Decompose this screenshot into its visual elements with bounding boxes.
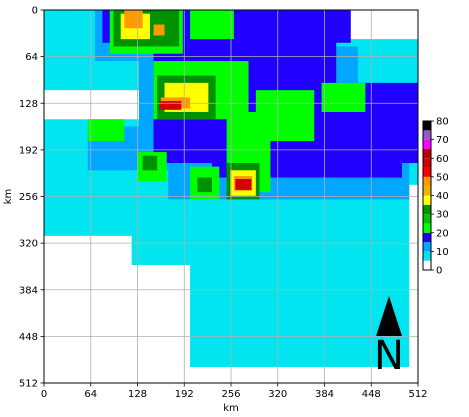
y-tick-label-5: 320	[19, 239, 38, 250]
y-tick-label-3: 192	[19, 145, 38, 156]
x-tick-label-7: 448	[362, 389, 381, 400]
heatmap-cell-24	[87, 119, 125, 142]
north-arrow-icon	[376, 296, 402, 336]
colorbar-ticks: 0 10 20 30 40 50 60 70 80	[431, 117, 449, 277]
x-tick-label-2: 128	[128, 389, 147, 400]
colorbar-tick-label-7: 70	[436, 135, 449, 146]
colorbar-tick-label-5: 50	[436, 172, 449, 183]
heatmap-cell-38	[235, 179, 252, 190]
colorbar-tick-label-3: 30	[436, 210, 449, 221]
x-tick-label-3: 192	[175, 389, 194, 400]
heatmap-cell-28	[142, 155, 158, 171]
north-arrow: N	[374, 296, 404, 379]
y-tick-label-1: 64	[25, 52, 38, 63]
y-axis-ticks: 0 64 128 192 256 320 384 448 512	[19, 6, 44, 390]
heatmap-cell-20	[321, 82, 366, 112]
heatmap-cell-33	[124, 10, 143, 29]
colorbar-band-3	[423, 232, 431, 243]
heatmap-cell-29	[197, 177, 213, 193]
colorbar-tick-label-2: 20	[436, 228, 449, 239]
colorbar-tick-label-1: 10	[436, 247, 449, 258]
colorbar-tick-label-8: 80	[436, 117, 449, 128]
colorbar-band-6	[423, 204, 431, 215]
y-tick-label-4: 256	[19, 192, 38, 203]
y-axis-label: km	[3, 189, 14, 205]
colorbar-tick-label-4: 40	[436, 191, 449, 202]
colorbar-band-4	[423, 223, 431, 233]
colorbar-band-14	[423, 130, 431, 140]
heatmap-cell-37	[159, 101, 182, 110]
x-axis-label: km	[223, 403, 239, 414]
y-tick-label-6: 384	[19, 285, 38, 296]
heatmap-cell-36	[153, 24, 165, 36]
x-axis-ticks: 0 64 128 192 256 320 384 448 512	[41, 383, 428, 400]
colorbar-bands	[423, 121, 431, 270]
colorbar: 0 10 20 30 40 50 60 70 80	[422, 117, 449, 277]
colorbar-band-13	[423, 139, 431, 149]
colorbar-band-2	[423, 242, 431, 252]
x-tick-label-6: 384	[315, 389, 334, 400]
heatmap-cell-21	[190, 10, 234, 40]
x-tick-label-4: 256	[221, 389, 240, 400]
x-tick-label-5: 320	[268, 389, 287, 400]
y-tick-label-2: 128	[19, 99, 38, 110]
y-tick-label-7: 448	[19, 332, 38, 343]
y-tick-label-0: 0	[32, 6, 38, 17]
colorbar-band-8	[423, 186, 431, 196]
colorbar-tick-label-0: 0	[436, 266, 442, 277]
colorbar-band-10	[423, 167, 431, 177]
colorbar-band-15	[423, 121, 431, 131]
x-tick-label-8: 512	[408, 389, 427, 400]
north-arrow-label: N	[374, 333, 404, 379]
colorbar-band-12	[423, 148, 431, 159]
x-tick-label-0: 0	[41, 389, 47, 400]
x-tick-label-1: 64	[84, 389, 97, 400]
colorbar-band-7	[423, 195, 431, 205]
y-tick-label-8: 512	[19, 379, 38, 390]
colorbar-band-1	[423, 251, 431, 261]
colorbar-band-5	[423, 214, 431, 224]
colorbar-band-11	[423, 158, 431, 168]
colorbar-band-0	[423, 260, 431, 270]
colorbar-band-9	[423, 176, 431, 187]
colorbar-tick-label-6: 60	[436, 154, 449, 165]
heatmap-cell-19	[255, 90, 315, 142]
